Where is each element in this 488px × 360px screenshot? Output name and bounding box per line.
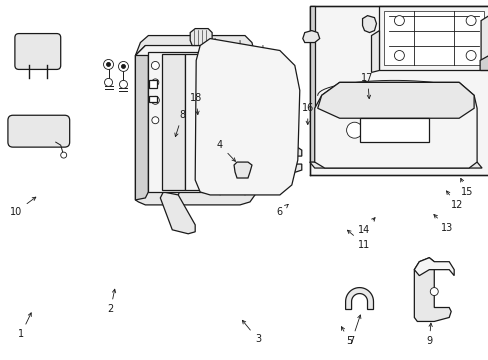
Text: 12: 12	[446, 191, 463, 210]
Polygon shape	[162, 54, 185, 190]
Polygon shape	[480, 15, 488, 71]
Polygon shape	[384, 11, 483, 66]
Text: 13: 13	[433, 215, 452, 233]
Text: 18: 18	[190, 93, 202, 114]
Text: 1: 1	[18, 313, 31, 339]
Polygon shape	[149, 80, 157, 88]
Polygon shape	[309, 6, 314, 162]
Circle shape	[429, 288, 437, 296]
Polygon shape	[148, 53, 242, 192]
Text: 17: 17	[361, 73, 373, 99]
Circle shape	[394, 15, 404, 26]
Circle shape	[152, 117, 159, 124]
Circle shape	[121, 64, 125, 68]
Circle shape	[61, 152, 66, 158]
Polygon shape	[135, 45, 254, 55]
FancyBboxPatch shape	[15, 33, 61, 69]
Polygon shape	[309, 6, 488, 175]
Text: 9: 9	[426, 323, 431, 346]
Text: 10: 10	[10, 197, 36, 217]
Polygon shape	[371, 31, 379, 72]
Polygon shape	[160, 192, 195, 234]
Text: 11: 11	[347, 230, 370, 250]
Polygon shape	[314, 82, 476, 168]
Polygon shape	[234, 162, 251, 178]
Circle shape	[465, 50, 475, 60]
Polygon shape	[302, 31, 319, 42]
Circle shape	[465, 15, 475, 26]
Polygon shape	[149, 96, 157, 102]
Text: 14: 14	[358, 218, 374, 235]
Polygon shape	[317, 82, 473, 118]
Text: 2: 2	[107, 289, 116, 315]
Circle shape	[103, 59, 113, 69]
Circle shape	[151, 96, 159, 104]
Text: 5: 5	[341, 327, 352, 346]
Polygon shape	[362, 15, 376, 32]
Circle shape	[106, 62, 110, 67]
Polygon shape	[135, 45, 148, 200]
Text: 8: 8	[175, 110, 185, 136]
Polygon shape	[345, 288, 373, 310]
Circle shape	[428, 95, 438, 105]
Text: 7: 7	[348, 315, 360, 346]
Polygon shape	[190, 28, 212, 45]
Polygon shape	[359, 118, 428, 142]
Polygon shape	[413, 258, 450, 321]
Polygon shape	[479, 55, 488, 71]
Text: 15: 15	[460, 178, 472, 197]
Circle shape	[119, 80, 127, 88]
Circle shape	[104, 78, 112, 86]
Polygon shape	[282, 146, 301, 172]
Polygon shape	[135, 36, 254, 205]
Text: 3: 3	[242, 320, 261, 345]
Circle shape	[118, 62, 128, 71]
Text: 4: 4	[217, 140, 235, 161]
Polygon shape	[163, 160, 182, 197]
Circle shape	[151, 62, 159, 69]
Text: 16: 16	[301, 103, 313, 125]
Circle shape	[394, 50, 404, 60]
Circle shape	[168, 171, 176, 179]
FancyBboxPatch shape	[8, 115, 69, 147]
Polygon shape	[185, 54, 224, 190]
Text: 6: 6	[276, 204, 287, 217]
Polygon shape	[195, 39, 299, 195]
Polygon shape	[224, 54, 240, 190]
Polygon shape	[309, 162, 481, 168]
Polygon shape	[413, 258, 453, 276]
Circle shape	[346, 122, 362, 138]
Circle shape	[152, 79, 159, 86]
Polygon shape	[379, 6, 488, 71]
